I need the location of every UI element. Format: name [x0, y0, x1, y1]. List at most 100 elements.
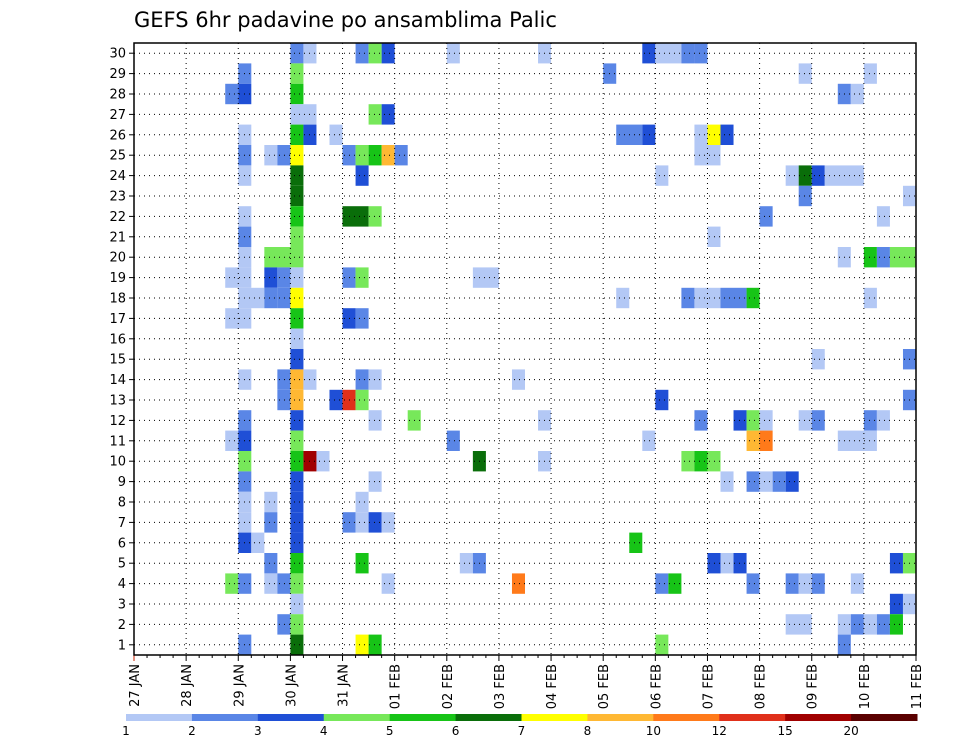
- heatmap-cell: [225, 573, 239, 594]
- heatmap-cell: [355, 512, 369, 533]
- heatmap-cell: [889, 553, 903, 574]
- heatmap-cell: [889, 247, 916, 268]
- y-tick-label: 1: [118, 638, 126, 653]
- heatmap-cell: [394, 145, 408, 166]
- heatmap-cell: [759, 471, 773, 492]
- y-tick-label: 13: [109, 394, 126, 409]
- plot-frame: [133, 42, 917, 656]
- legend-label: 15: [778, 724, 793, 738]
- heatmap-cell: [746, 430, 760, 451]
- heatmap-cell: [329, 124, 343, 145]
- y-tick-label: 10: [109, 455, 126, 470]
- heatmap-cell: [798, 185, 812, 207]
- heatmap-cell: [720, 553, 734, 574]
- y-axis-ticks: 1234567891011121314151617181920212223242…: [109, 47, 134, 653]
- x-tick-label: 11 FEB: [910, 664, 925, 709]
- heatmap-cell: [811, 573, 825, 594]
- x-tick-label: 07 FEB: [701, 664, 716, 709]
- legend-label: 12: [712, 724, 727, 738]
- heatmap-cell: [707, 553, 721, 574]
- heatmap-cell: [368, 145, 382, 166]
- heatmap-cell: [368, 369, 382, 390]
- heatmap-cell: [837, 430, 877, 451]
- heatmap-cell: [277, 573, 291, 594]
- x-tick-label: 28 JAN: [180, 664, 195, 707]
- heatmap-cell: [225, 83, 239, 105]
- heatmap-cell: [355, 553, 369, 574]
- heatmap-cell: [264, 145, 278, 166]
- x-tick-label: 06 FEB: [649, 664, 664, 709]
- heatmap-cell: [707, 124, 721, 145]
- legend-label: 3: [254, 724, 262, 738]
- y-tick-label: 8: [118, 496, 126, 511]
- heatmap-cell: [355, 389, 369, 411]
- x-axis-ticks: 27 JAN 28 JAN 29 JAN 30 JAN 31 JAN 01 FEB 02 F…: [128, 655, 925, 709]
- heatmap-cell: [655, 43, 682, 64]
- heatmap-cell: [290, 573, 304, 594]
- heatmap-cell: [720, 124, 734, 145]
- heatmap-cell: [655, 165, 669, 186]
- heatmap-cell: [290, 165, 304, 186]
- y-tick-label: 15: [109, 353, 126, 368]
- y-tick-label: 27: [109, 108, 126, 123]
- heatmap-cell: [733, 410, 747, 431]
- heatmap-cell: [850, 614, 864, 635]
- heatmap-cell: [876, 206, 890, 227]
- heatmap-cell: [863, 410, 877, 431]
- y-tick-label: 5: [118, 557, 126, 572]
- heatmap-cell: [511, 573, 525, 594]
- heatmap-cell: [759, 410, 773, 431]
- heatmap-cell: [746, 410, 760, 431]
- heatmap-cell: [798, 573, 812, 594]
- heatmap-cell: [277, 287, 291, 309]
- y-tick-label: 17: [109, 312, 126, 327]
- heatmap-cell: [472, 267, 499, 288]
- legend-swatch: [257, 714, 325, 721]
- heatmap-cell: [290, 185, 304, 207]
- heatmap-cell: [355, 634, 369, 655]
- heatmap-cell: [850, 83, 864, 105]
- heatmap-cell: [368, 206, 382, 227]
- heatmap-cell: [264, 491, 278, 513]
- heatmap-cell: [290, 634, 304, 655]
- heatmap-cell: [355, 43, 369, 64]
- legend-label: 4: [320, 724, 328, 738]
- y-tick-label: 4: [118, 577, 126, 592]
- legend-label: 2: [188, 724, 196, 738]
- heatmap-cell: [290, 43, 304, 64]
- heatmap-cell: [733, 553, 747, 574]
- heatmap-cell: [290, 593, 304, 615]
- heatmap-cell: [446, 43, 460, 64]
- heatmap-cell: [694, 145, 721, 166]
- chart-title: GEFS 6hr padavine po ansamblima Palic: [134, 8, 557, 32]
- x-tick-label: 27 JAN: [128, 664, 143, 707]
- x-tick-label: 03 FEB: [493, 664, 508, 709]
- heatmap-cell: [368, 104, 382, 125]
- legend-label: 7: [518, 724, 526, 738]
- y-tick-label: 23: [109, 190, 126, 205]
- y-tick-label: 20: [109, 251, 126, 266]
- heatmap-cell: [355, 308, 369, 329]
- x-tick-label: 04 FEB: [545, 664, 560, 709]
- heatmap-cell: [381, 104, 395, 125]
- heatmap-cell: [264, 267, 278, 288]
- legend-label: 1: [122, 724, 130, 738]
- heatmap-cell: [381, 145, 395, 166]
- heatmap-cells: [225, 43, 916, 655]
- heatmap-cell: [863, 287, 877, 309]
- heatmap-cell: [785, 471, 799, 492]
- heatmap-cell: [381, 512, 395, 533]
- heatmap-cell: [511, 369, 525, 390]
- heatmap-cell: [225, 267, 252, 288]
- legend-swatch: [521, 714, 588, 721]
- heatmap-cell: [694, 410, 708, 431]
- y-tick-label: 29: [109, 67, 126, 82]
- heatmap-cell: [642, 124, 656, 145]
- gridlines: [134, 43, 916, 655]
- heatmap-cell: [264, 573, 278, 594]
- heatmap-cell: [616, 287, 630, 309]
- heatmap-cell: [355, 369, 369, 390]
- heatmap-cell: [746, 573, 760, 594]
- heatmap-cell: [290, 389, 304, 411]
- y-tick-label: 28: [109, 88, 126, 103]
